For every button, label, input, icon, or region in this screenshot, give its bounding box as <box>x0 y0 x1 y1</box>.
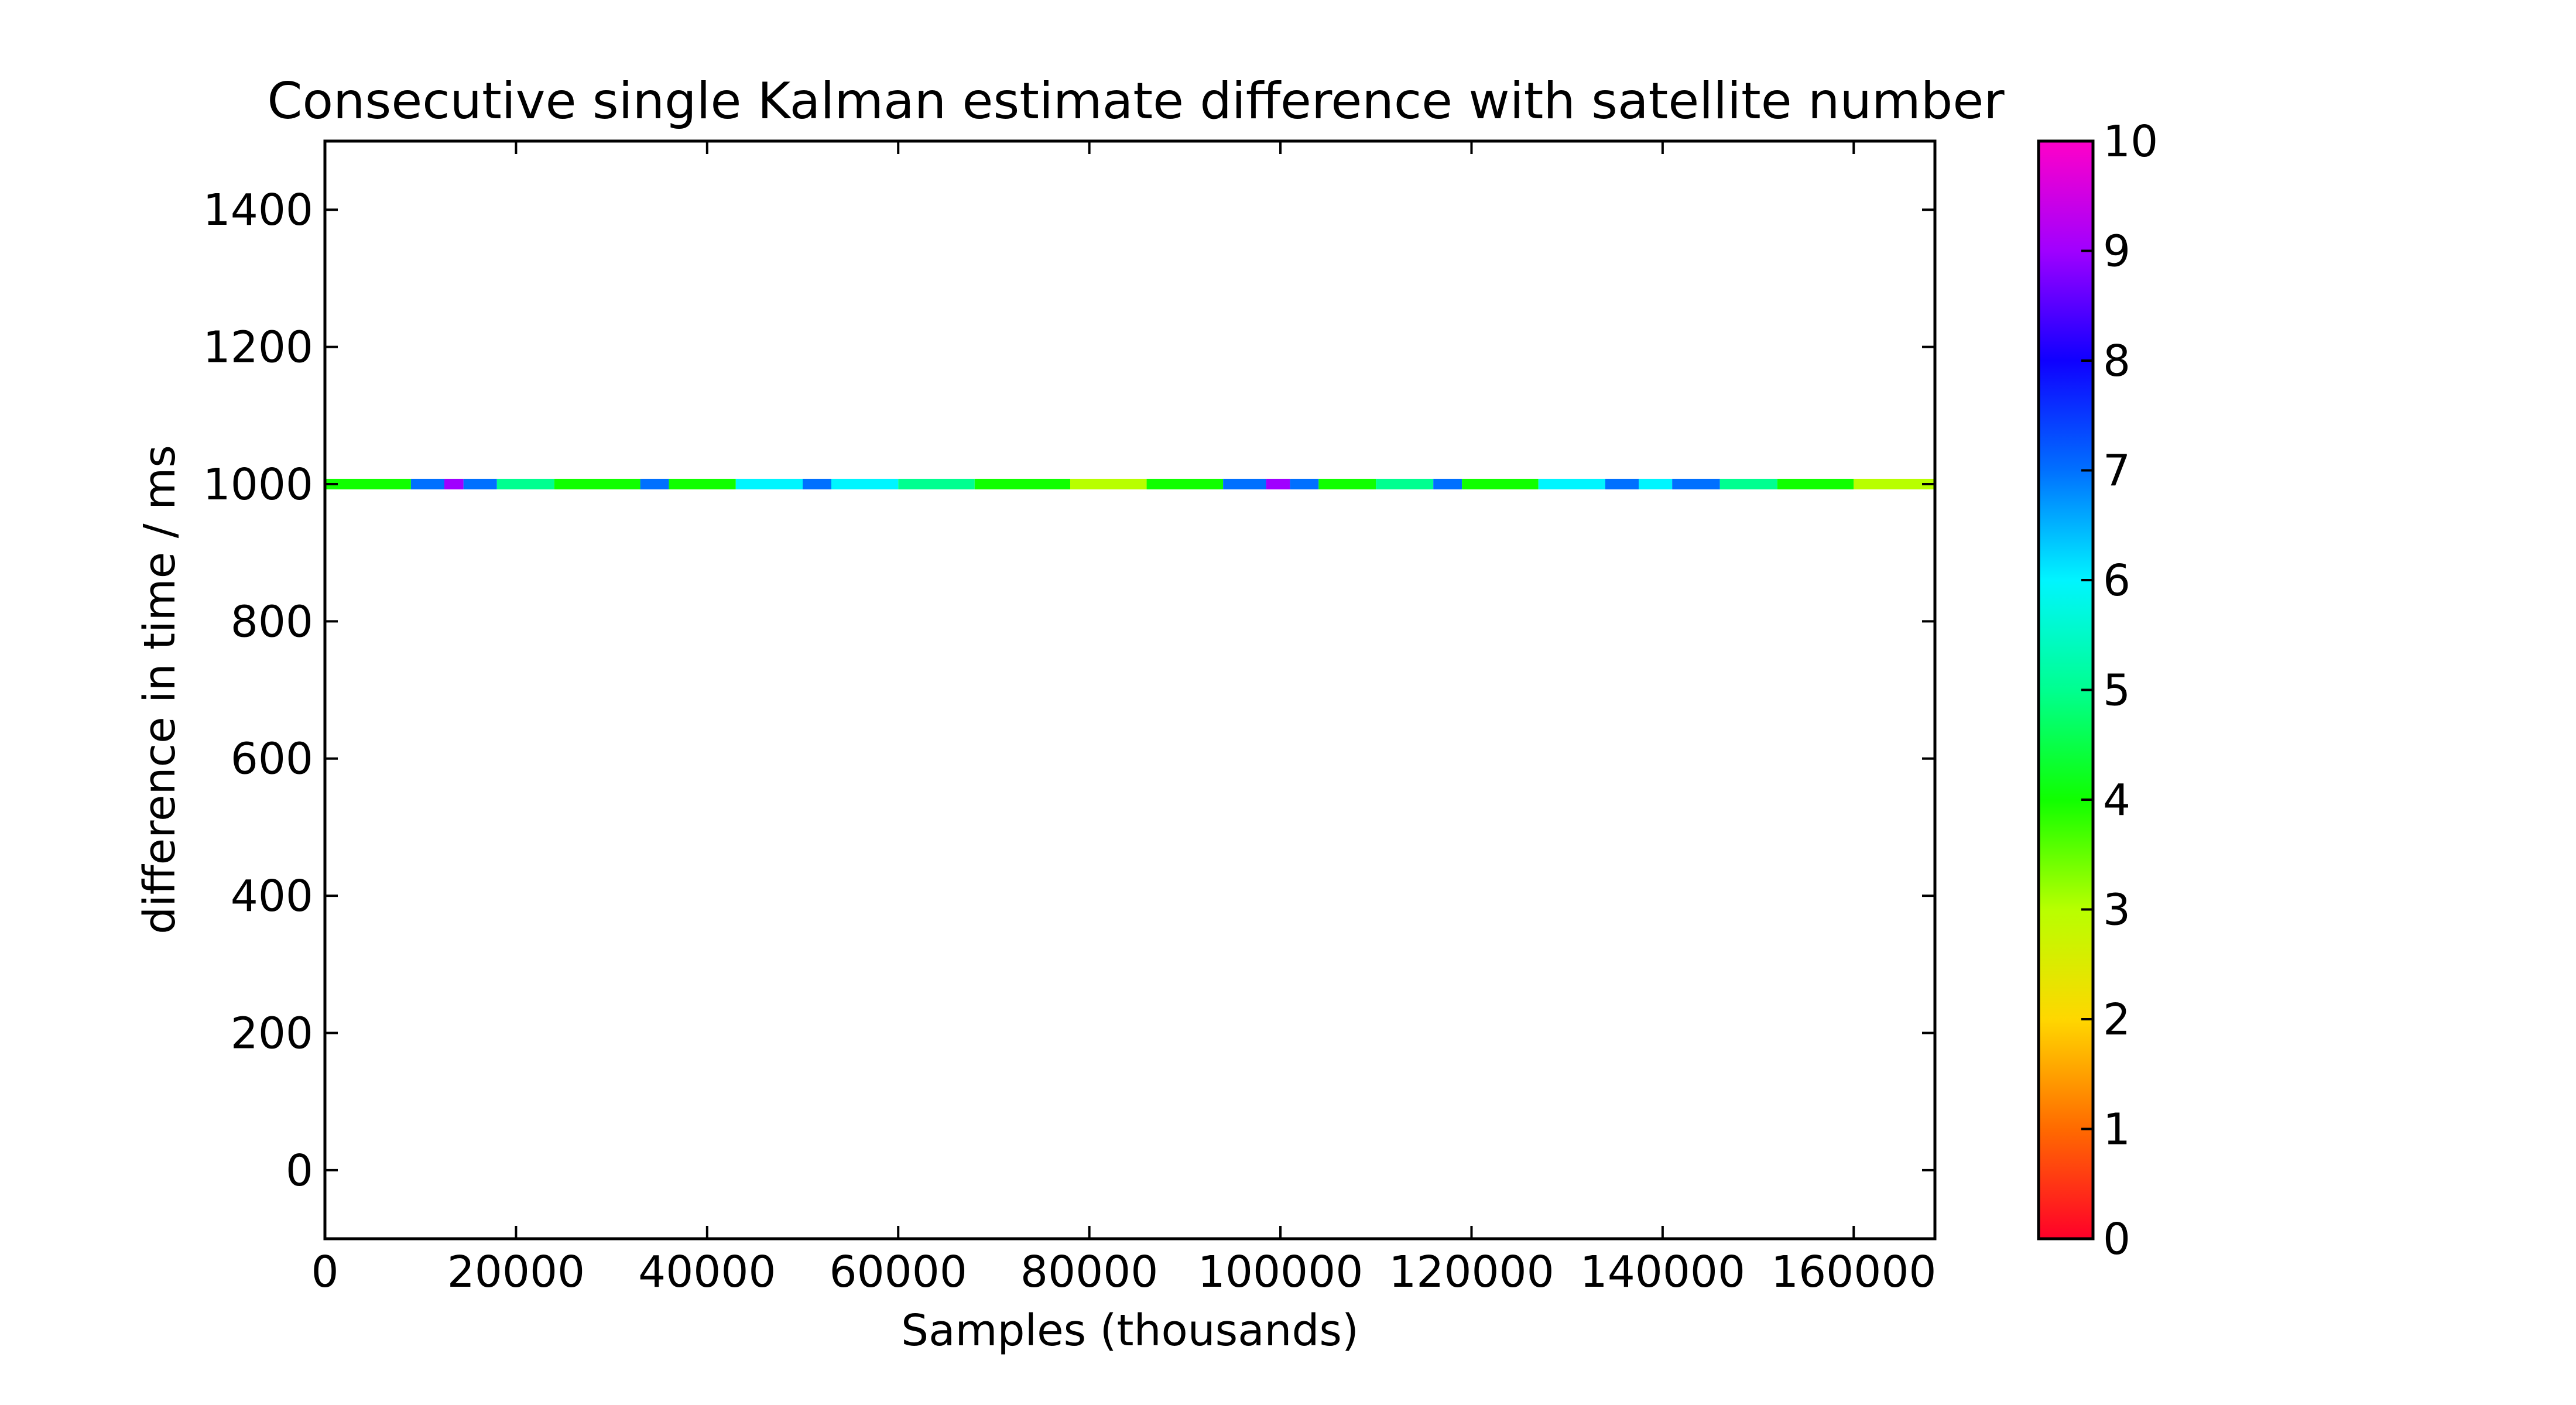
data-segment <box>554 478 640 489</box>
data-segment <box>1672 478 1720 489</box>
data-segment <box>1070 478 1147 489</box>
data-segment <box>1854 478 1935 489</box>
data-segment <box>325 478 411 489</box>
x-tick-label: 20000 <box>447 1247 585 1297</box>
data-segment <box>1146 478 1224 489</box>
data-segment <box>1223 478 1266 489</box>
colorbar-tick-label: 5 <box>2103 666 2130 716</box>
colorbar-tick-label: 2 <box>2103 995 2130 1045</box>
data-segment <box>974 478 1070 489</box>
x-axis: 0 20000 40000 60000 80000 100000 120000 140000 1… <box>311 141 1937 1297</box>
colorbar-tick-label: 9 <box>2103 227 2130 277</box>
data-segment <box>1639 478 1673 489</box>
y-axis-label: difference in time / ms <box>135 445 185 934</box>
data-segment <box>1462 478 1539 489</box>
data-segment <box>1290 478 1319 489</box>
x-tick-label: 100000 <box>1198 1247 1364 1297</box>
y-tick-label: 800 <box>231 597 313 647</box>
y-tick-label: 200 <box>231 1008 313 1058</box>
colorbar-tick-label: 7 <box>2103 446 2130 496</box>
colorbar-tick-label: 0 <box>2103 1214 2130 1264</box>
x-tick-label: 120000 <box>1389 1247 1554 1297</box>
data-segment <box>1318 478 1376 489</box>
data-segment <box>898 478 975 489</box>
data-segment <box>410 478 445 489</box>
y-tick-label: 600 <box>231 734 313 784</box>
plot-frame <box>323 139 1937 1240</box>
data-segment <box>1777 478 1854 489</box>
y-tick-label: 1000 <box>203 460 313 510</box>
y-tick-label: 400 <box>231 871 313 921</box>
x-axis-label: Samples (thousands) <box>901 1305 1359 1356</box>
x-tick-label: 60000 <box>830 1247 967 1297</box>
chart-title: Consecutive single Kalman estimate diffe… <box>267 72 2005 131</box>
data-segment <box>735 478 803 489</box>
x-tick-label: 80000 <box>1020 1247 1158 1297</box>
data-segment <box>1719 478 1777 489</box>
data-segment <box>1433 478 1462 489</box>
colorbar-tick-label: 1 <box>2103 1105 2130 1155</box>
colorbar-tick-label: 4 <box>2103 775 2130 825</box>
x-tick-label: 0 <box>311 1247 338 1297</box>
data-segment <box>1266 478 1290 489</box>
colorbar-tick-label: 3 <box>2103 885 2130 935</box>
data-segment <box>444 478 464 489</box>
y-axis: 0 200 400 600 800 1000 1200 1400 <box>203 185 1935 1196</box>
colorbar-tick-label: 6 <box>2103 556 2130 606</box>
y-tick-label: 1400 <box>203 185 313 235</box>
data-segment <box>669 478 736 489</box>
data-segment <box>1605 478 1639 489</box>
data-segment <box>1376 478 1434 489</box>
x-tick-label: 160000 <box>1771 1247 1937 1297</box>
data-segment <box>463 478 497 489</box>
colorbar-axis: 0 1 2 3 4 5 6 7 8 9 10 <box>2081 116 2158 1264</box>
data-segment <box>1538 478 1605 489</box>
y-tick-label: 0 <box>286 1146 313 1196</box>
y-tick-label: 1200 <box>203 323 313 373</box>
x-tick-label: 40000 <box>638 1247 776 1297</box>
colorbar-tick-label: 8 <box>2103 336 2130 386</box>
data-segment <box>831 478 899 489</box>
data-segment <box>803 478 831 489</box>
data-segment <box>496 478 554 489</box>
colorbar-tick-label: 10 <box>2103 116 2158 167</box>
x-tick-label: 140000 <box>1580 1247 1746 1297</box>
data-layer <box>325 478 1935 489</box>
data-segment <box>640 478 669 489</box>
